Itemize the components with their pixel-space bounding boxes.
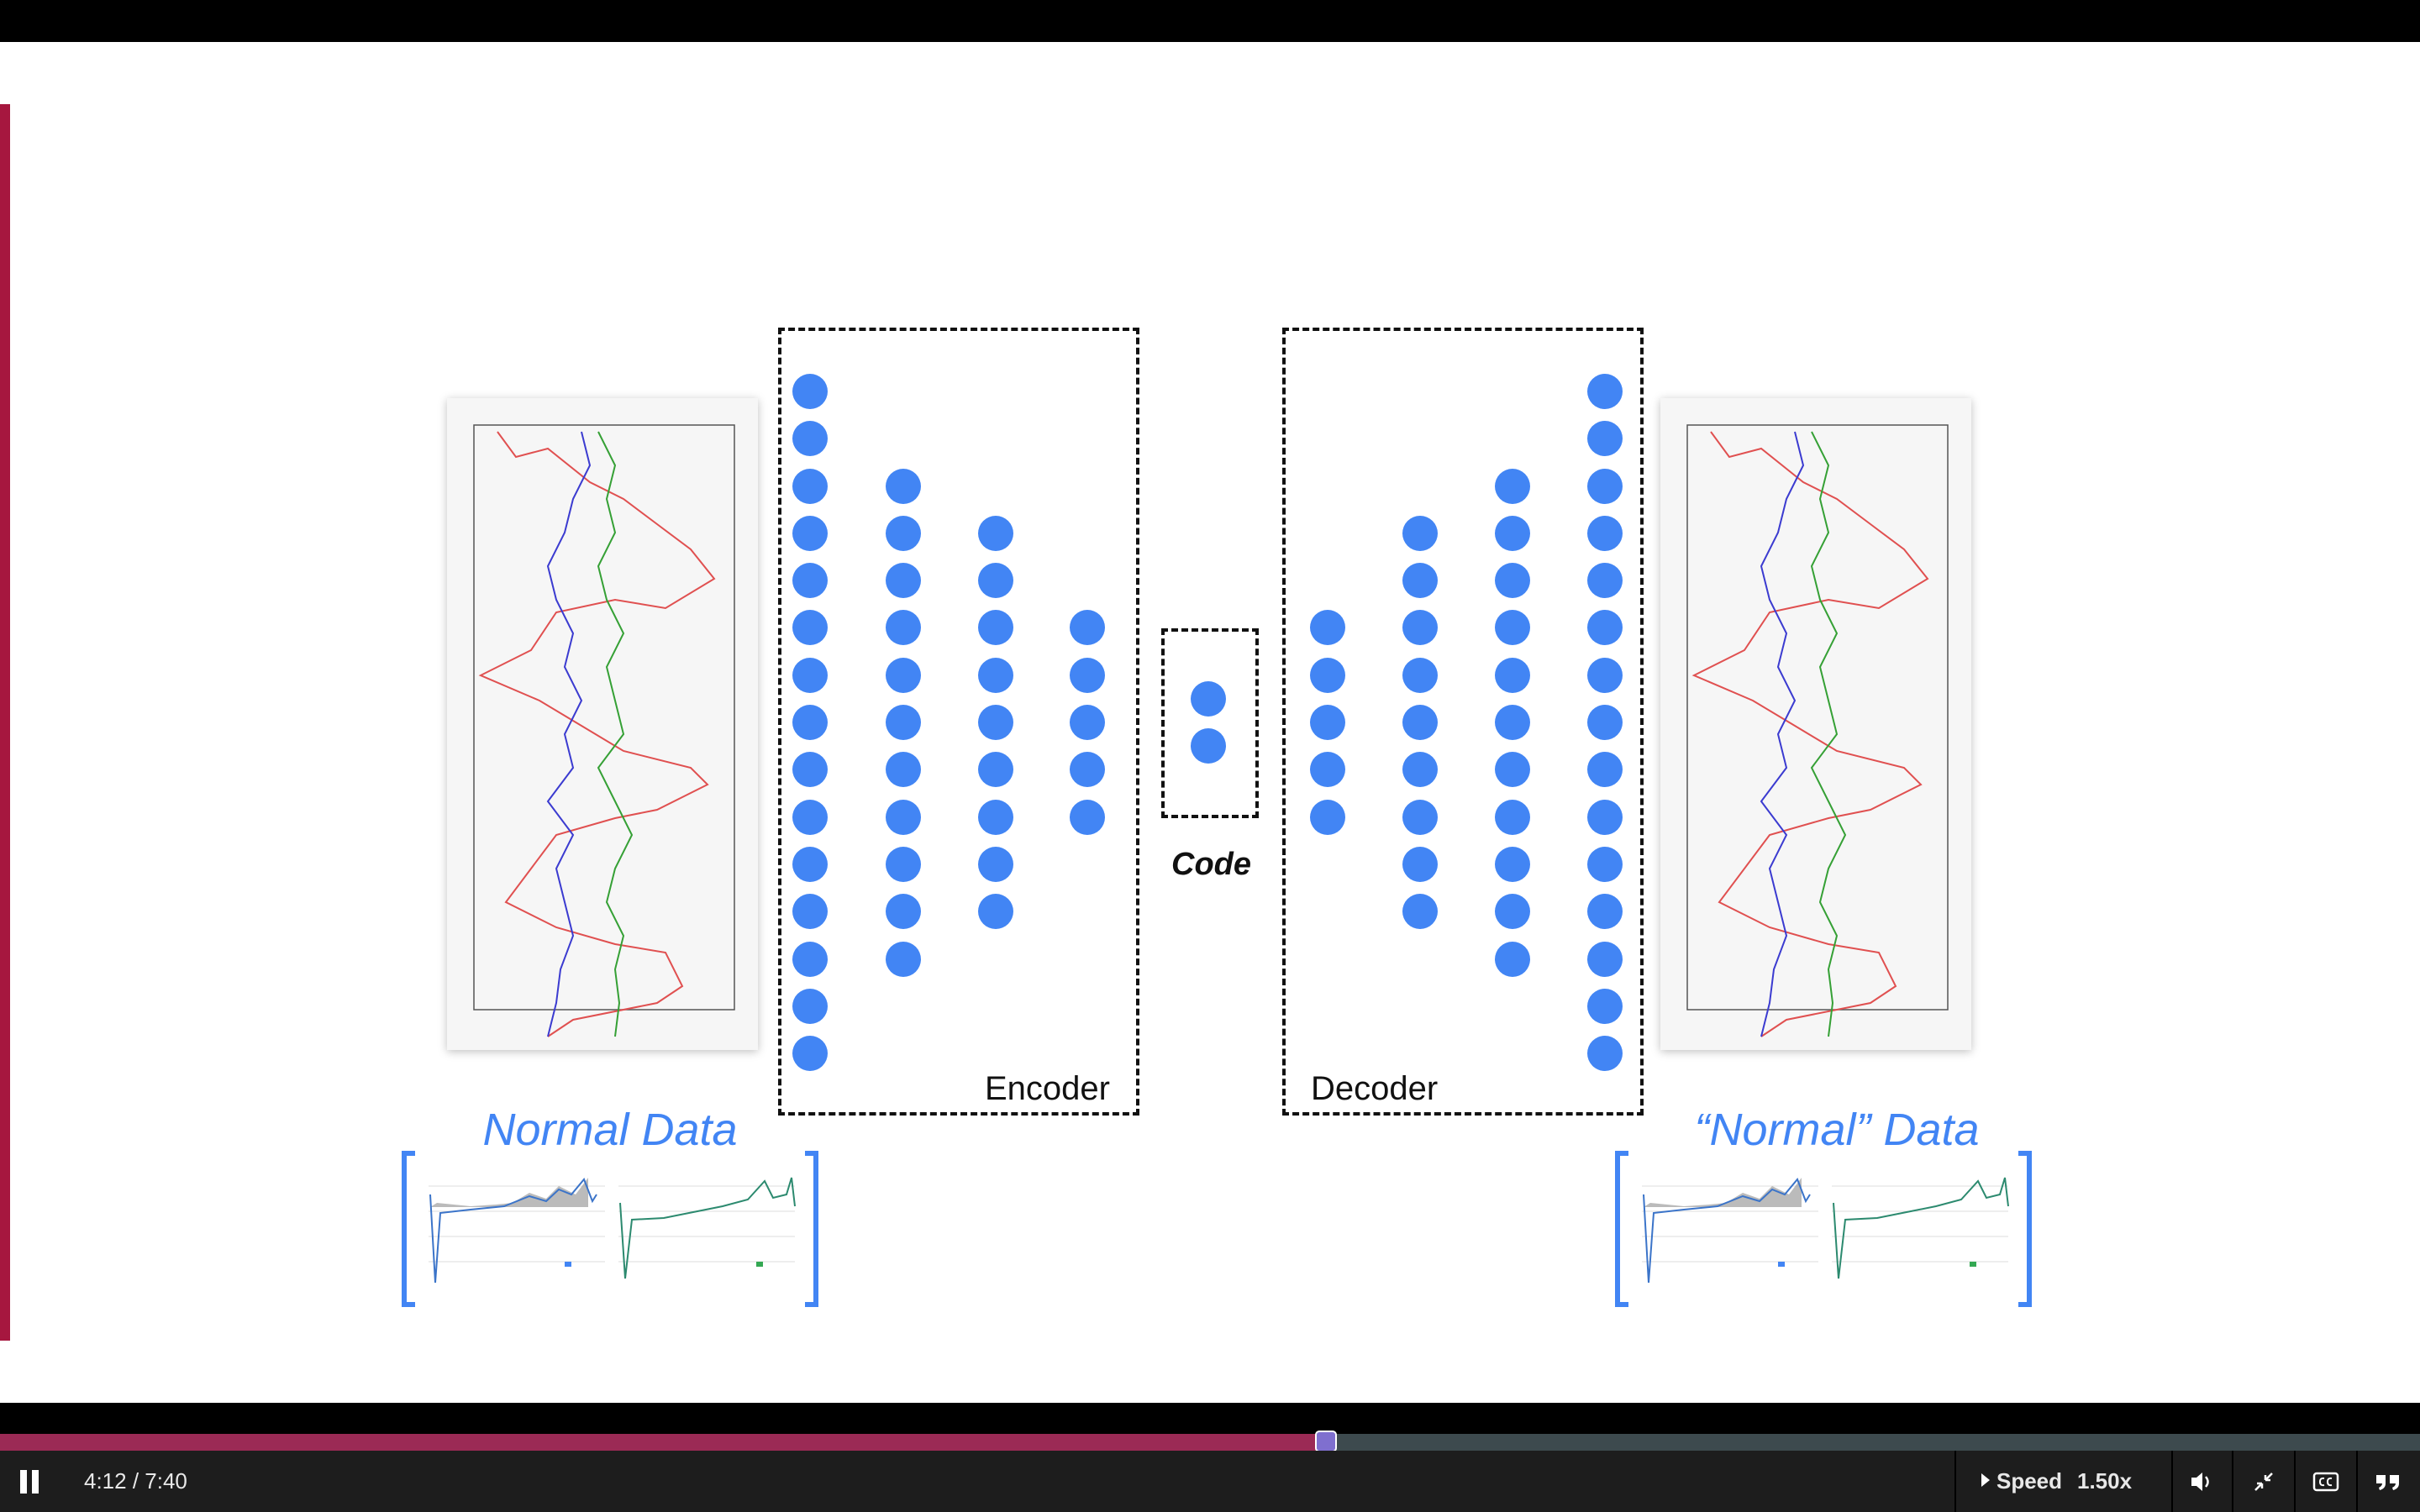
left-data-title: Normal Data — [482, 1105, 738, 1155]
divider — [2294, 1451, 2296, 1512]
divider — [1954, 1451, 1956, 1512]
play-triangle-icon — [1981, 1473, 1990, 1487]
divider — [2171, 1451, 2173, 1512]
left-signal-chart — [447, 398, 758, 1050]
decoder-label: Decoder — [1311, 1070, 1439, 1107]
left-mini-charts — [420, 1169, 800, 1294]
speed-value: 1.50x — [2077, 1468, 2133, 1494]
control-bar — [0, 1451, 2420, 1512]
progress-handle[interactable] — [1314, 1431, 1337, 1452]
captions-button[interactable] — [2311, 1465, 2341, 1499]
slide-accent-bar — [0, 104, 10, 1341]
right-bracket-close — [2018, 1151, 2032, 1307]
volume-icon — [2191, 1473, 2209, 1491]
cc-icon — [2312, 1472, 2339, 1492]
pause-button[interactable] — [15, 1465, 45, 1499]
right-data-title: “Normal” Data — [1694, 1105, 1980, 1155]
divider — [2356, 1451, 2358, 1512]
code-box — [1161, 628, 1259, 818]
decoder-box — [1282, 328, 1644, 1116]
encoder-box — [778, 328, 1139, 1116]
exit-fullscreen-button[interactable] — [2249, 1465, 2279, 1499]
right-bracket-open — [1615, 1151, 1628, 1307]
left-bracket-close — [805, 1151, 818, 1307]
speed-label: Speed — [1996, 1468, 2063, 1494]
pause-icon — [20, 1470, 40, 1494]
code-label: Code — [1171, 847, 1251, 882]
time-display: 4:12 / 7:40 — [84, 1468, 187, 1494]
volume-button[interactable] — [2186, 1465, 2217, 1499]
transcript-button[interactable] — [2371, 1465, 2405, 1499]
progress-bar-fill — [0, 1434, 1326, 1451]
speed-button[interactable]: Speed 1.50x — [1975, 1462, 2143, 1500]
divider — [2232, 1451, 2233, 1512]
encoder-label: Encoder — [985, 1070, 1110, 1107]
left-bracket-open — [402, 1151, 415, 1307]
right-signal-chart — [1660, 398, 1971, 1050]
collapse-icon — [2254, 1473, 2273, 1491]
right-mini-charts — [1634, 1169, 2013, 1294]
quote-icon — [2376, 1475, 2399, 1490]
